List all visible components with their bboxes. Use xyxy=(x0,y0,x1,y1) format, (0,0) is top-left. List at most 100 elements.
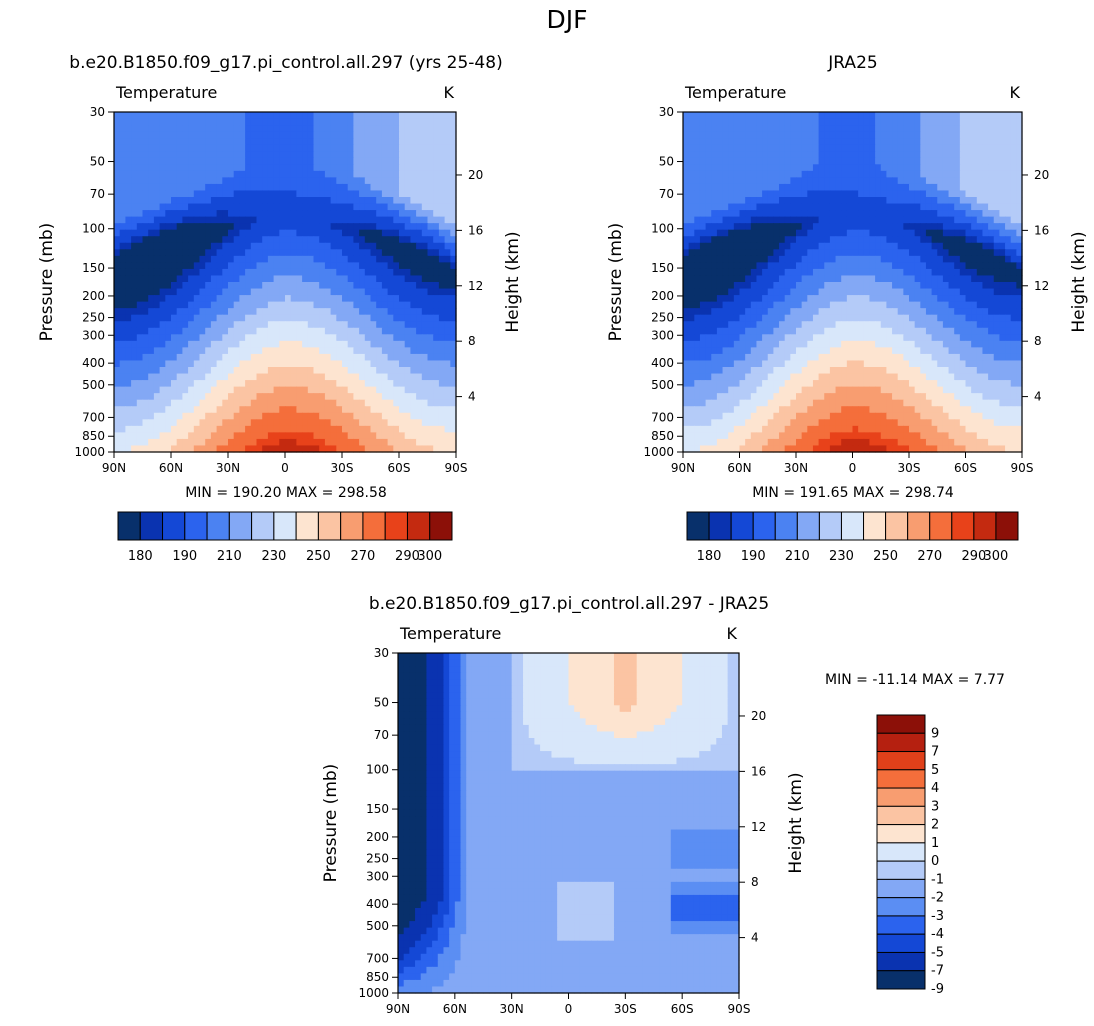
contour-cell xyxy=(444,268,451,277)
contour-cell xyxy=(433,216,440,224)
contour-cell xyxy=(119,268,126,277)
contour-cell xyxy=(393,438,400,447)
contour-cell xyxy=(858,203,865,211)
contour-cell xyxy=(370,112,377,120)
contour-cell xyxy=(347,249,354,257)
contour-cell xyxy=(756,249,763,257)
contour-cell xyxy=(982,197,989,205)
contour-cell xyxy=(399,347,406,355)
contour-cell xyxy=(188,112,195,120)
contour-cell xyxy=(722,210,729,218)
contour-cell xyxy=(438,353,446,362)
contour-cell xyxy=(739,164,746,172)
contour-cell xyxy=(796,216,803,224)
contour-cell xyxy=(342,301,349,309)
contour-cell xyxy=(313,229,320,237)
contour-cell xyxy=(302,386,309,394)
contour-cell xyxy=(381,445,389,453)
contour-cell xyxy=(965,229,972,237)
contour-cell xyxy=(750,131,758,139)
contour-cell xyxy=(222,112,229,120)
contour-cell xyxy=(444,190,451,198)
contour-cell xyxy=(812,144,820,152)
contour-cell xyxy=(256,125,263,133)
contour-cell xyxy=(829,190,837,198)
contour-cell xyxy=(971,203,978,211)
contour-cell xyxy=(336,445,343,453)
contour-cell xyxy=(683,131,690,139)
contour-cell xyxy=(976,268,984,277)
contour-cell xyxy=(739,295,746,303)
contour-cell xyxy=(307,282,315,290)
contour-cell xyxy=(1016,197,1023,205)
contour-cell xyxy=(279,347,286,355)
contour-cell xyxy=(716,164,724,172)
contour-cell xyxy=(728,190,735,198)
contour-cell xyxy=(233,406,240,414)
contour-cell xyxy=(250,399,258,407)
contour-cell xyxy=(296,249,303,257)
contour-cell xyxy=(404,373,411,381)
contour-cell xyxy=(875,210,882,218)
contour-cell xyxy=(125,138,132,146)
contour-cell xyxy=(750,170,758,178)
contour-cell xyxy=(296,255,303,263)
contour-cell xyxy=(688,295,695,303)
contour-cell xyxy=(925,249,933,257)
contour-cell xyxy=(347,112,354,120)
contour-cell xyxy=(210,138,218,146)
contour-cell xyxy=(399,249,406,257)
contour-cell xyxy=(171,314,178,322)
contour-cell xyxy=(376,190,383,198)
contour-cell xyxy=(841,236,848,244)
contour-cell xyxy=(433,301,440,309)
contour-cell xyxy=(829,131,837,139)
contour-cell xyxy=(262,183,269,192)
contour-cell xyxy=(399,242,406,250)
contour-cell xyxy=(886,203,893,211)
contour-cell xyxy=(399,438,406,447)
contour-cell xyxy=(699,282,707,290)
contour-cell xyxy=(976,282,984,290)
contour-cell xyxy=(971,268,978,277)
contour-cell xyxy=(892,138,899,146)
contour-cell xyxy=(818,295,825,303)
contour-cell xyxy=(302,203,309,211)
contour-cell xyxy=(965,112,972,120)
contour-cell xyxy=(222,419,229,427)
contour-cell xyxy=(256,249,263,257)
contour-cell xyxy=(909,216,916,224)
contour-cell xyxy=(210,118,218,126)
contour-cell xyxy=(858,190,865,198)
contour-cell xyxy=(210,255,218,263)
contour-cell xyxy=(290,249,297,257)
contour-cell xyxy=(942,112,950,120)
contour-cell xyxy=(410,393,417,401)
contour-cell xyxy=(699,190,707,198)
contour-cell xyxy=(387,183,394,192)
contour-cell xyxy=(835,112,842,120)
contour-cell xyxy=(142,170,149,178)
contour-cell xyxy=(399,425,406,433)
contour-cell xyxy=(914,249,921,257)
contour-cell xyxy=(993,282,1000,290)
contour-cell xyxy=(444,393,451,401)
contour-cell xyxy=(296,308,303,316)
contour-cell xyxy=(739,210,746,218)
contour-cell xyxy=(1010,177,1017,185)
contour-cell xyxy=(205,268,212,277)
contour-cell xyxy=(245,197,252,205)
contour-cell xyxy=(824,268,831,277)
contour-cell xyxy=(245,347,252,355)
contour-cell xyxy=(136,275,144,283)
contour-cell xyxy=(773,210,780,218)
contour-cell xyxy=(171,308,178,316)
contour-cell xyxy=(858,301,865,309)
contour-cell xyxy=(210,360,218,368)
contour-cell xyxy=(433,438,440,447)
contour-cell xyxy=(256,386,263,394)
contour-cell xyxy=(450,295,457,303)
contour-cell xyxy=(114,170,121,178)
y-right-tick-label: 16 xyxy=(468,223,483,237)
contour-cell xyxy=(205,125,212,133)
